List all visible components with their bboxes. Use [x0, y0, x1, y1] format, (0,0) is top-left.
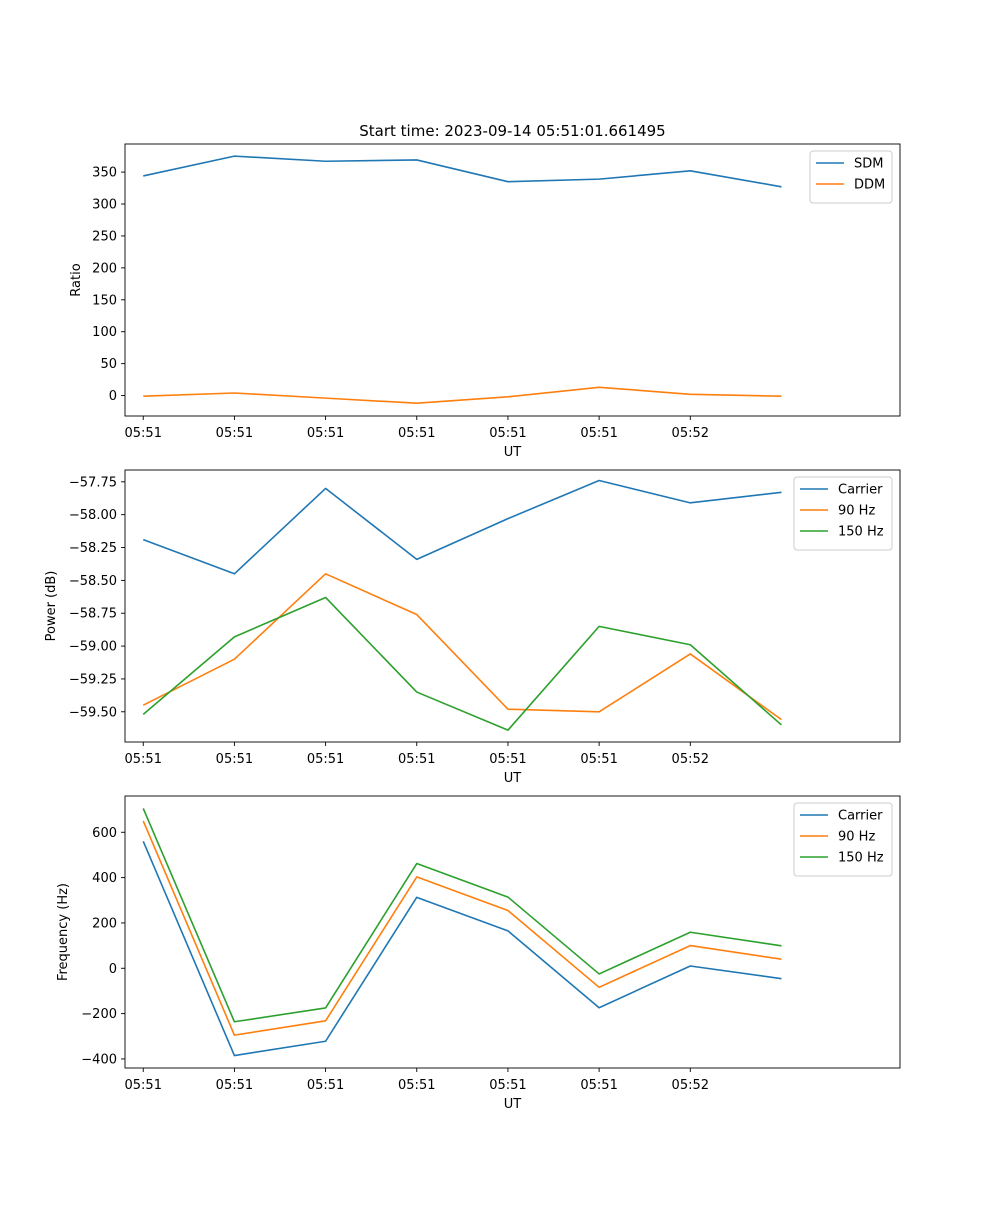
ratio-panel: 05:51 05:51 05:51 05:51 05:51 05:51 05:52 0 50 10…: [69, 143, 901, 460]
x-tick-label: 05:51: [307, 752, 344, 767]
y-tick-label: 100: [92, 325, 117, 340]
series-line-ddm: [143, 386, 782, 405]
x-tick-label: 05:51: [398, 1078, 435, 1093]
y-tick-label: −58.00: [69, 508, 117, 523]
x-axis-label: UT: [504, 1097, 522, 1112]
y-axis-label: Ratio: [69, 263, 84, 296]
x-tick-label: 05:51: [580, 752, 617, 767]
y-tick-label: 0: [109, 389, 117, 404]
legend-label: SDM: [854, 157, 883, 172]
y-tick-label: 150: [92, 293, 117, 308]
x-tick-label: 05:52: [672, 426, 709, 441]
power-panel: 05:51 05:51 05:51 05:51 05:51 05:51 05:52 −59.5…: [44, 469, 901, 786]
x-axis-label: UT: [504, 445, 522, 460]
series-line-150-hz: [142, 808, 782, 1023]
x-tick-label: 05:51: [489, 752, 526, 767]
y-tick-label: −58.75: [69, 607, 117, 622]
y-tick-label: −57.75: [69, 475, 117, 490]
y-tick-label: −59.00: [69, 640, 117, 655]
legend-label: Carrier: [838, 483, 883, 498]
x-tick-label: 05:51: [489, 426, 526, 441]
x-tick-label: 05:51: [216, 752, 253, 767]
x-tick-label: 05:51: [398, 426, 435, 441]
legend: Carrier 90 Hz 150 Hz: [793, 802, 893, 877]
legend-box: [809, 150, 893, 204]
y-tick-label: 0: [109, 962, 117, 977]
legend-label: Carrier: [838, 809, 883, 824]
frequency-panel: 05:51 05:51 05:51 05:51 05:51 05:51 05:52 −400 −…: [56, 795, 901, 1112]
legend-label: 150 Hz: [838, 851, 884, 866]
x-tick-label: 05:51: [125, 426, 162, 441]
x-tick-label: 05:51: [307, 1078, 344, 1093]
series-line-carrier: [142, 479, 782, 575]
series-line-90-hz: [142, 573, 782, 721]
y-tick-label: 400: [92, 871, 117, 886]
series-line-150-hz: [142, 596, 782, 731]
x-tick-label: 05:51: [307, 426, 344, 441]
series-line-carrier: [142, 841, 782, 1057]
legend: SDM DDM: [809, 150, 893, 204]
x-tick-label: 05:51: [125, 1078, 162, 1093]
y-tick-label: 350: [92, 166, 117, 181]
x-tick-label: 05:51: [216, 426, 253, 441]
x-tick-label: 05:51: [398, 752, 435, 767]
axes-frame: [124, 143, 901, 417]
x-axis-label: UT: [504, 771, 522, 786]
y-axis-label: Frequency (Hz): [56, 883, 71, 981]
y-tick-label: −200: [81, 1007, 117, 1022]
axes-frame: [124, 795, 901, 1069]
figure-title: Start time: 2023-09-14 05:51:01.661495: [359, 122, 665, 140]
y-tick-label: −58.25: [69, 541, 117, 556]
y-tick-label: −58.50: [69, 574, 117, 589]
x-tick-label: 05:51: [489, 1078, 526, 1093]
y-tick-label: 200: [92, 916, 117, 931]
y-tick-label: 250: [92, 229, 117, 244]
x-tick-label: 05:51: [125, 752, 162, 767]
y-tick-label: −59.50: [69, 705, 117, 720]
x-tick-label: 05:51: [580, 426, 617, 441]
series-line-90-hz: [142, 820, 782, 1036]
y-tick-label: −59.25: [69, 672, 117, 687]
legend-label: 90 Hz: [838, 504, 875, 519]
legend-label: 90 Hz: [838, 830, 875, 845]
y-tick-label: 200: [92, 261, 117, 276]
x-tick-label: 05:52: [672, 1078, 709, 1093]
x-tick-label: 05:52: [672, 752, 709, 767]
series-line-sdm: [143, 155, 782, 188]
y-tick-label: −400: [81, 1052, 117, 1067]
axes-frame: [124, 469, 901, 743]
x-tick-label: 05:51: [216, 1078, 253, 1093]
y-axis-label: Power (dB): [44, 571, 59, 642]
y-tick-label: 50: [100, 357, 117, 372]
legend: Carrier 90 Hz 150 Hz: [793, 476, 893, 551]
y-tick-label: 600: [92, 826, 117, 841]
y-tick-label: 300: [92, 198, 117, 213]
x-tick-label: 05:51: [580, 1078, 617, 1093]
legend-label: 150 Hz: [838, 525, 884, 540]
legend-label: DDM: [854, 178, 885, 193]
